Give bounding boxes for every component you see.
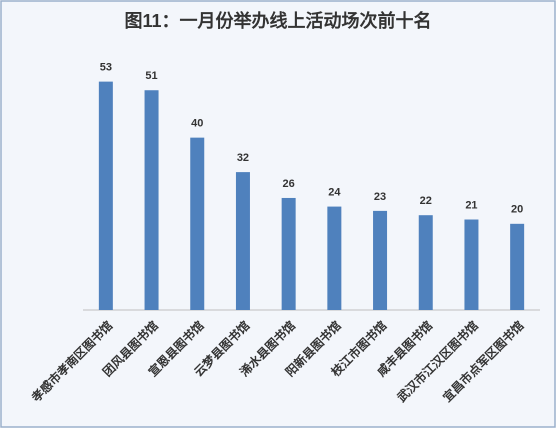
data-label: 20: [511, 204, 523, 216]
data-label: 22: [420, 195, 432, 207]
data-label: 32: [237, 152, 249, 164]
bar: [281, 197, 296, 310]
data-label: 53: [100, 62, 112, 74]
data-label: 21: [465, 199, 477, 211]
bar: [327, 206, 342, 310]
bar: [98, 81, 113, 310]
chart-title: 图11：一月份举办线上活动场次前十名: [124, 10, 431, 31]
bar: [510, 223, 525, 310]
data-label: 24: [328, 186, 341, 198]
bar: [190, 137, 205, 310]
bar: [464, 219, 479, 310]
bar: [144, 90, 159, 311]
bar: [373, 210, 388, 310]
data-label: 26: [283, 178, 295, 190]
data-label: 23: [374, 191, 386, 203]
data-label: 51: [145, 70, 157, 82]
bar: [235, 172, 250, 310]
data-label: 40: [191, 118, 203, 130]
bar: [418, 215, 433, 310]
